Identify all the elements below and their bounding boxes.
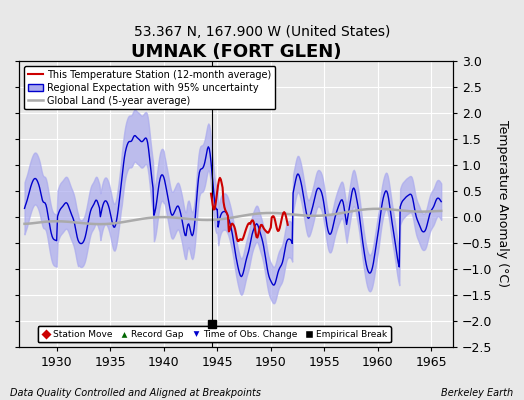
Title: UMNAK (FORT GLEN): UMNAK (FORT GLEN)	[130, 43, 341, 61]
Text: 53.367 N, 167.900 W (United States): 53.367 N, 167.900 W (United States)	[134, 25, 390, 39]
Legend: Station Move, Record Gap, Time of Obs. Change, Empirical Break: Station Move, Record Gap, Time of Obs. C…	[38, 326, 391, 342]
Text: Berkeley Earth: Berkeley Earth	[441, 388, 514, 398]
Y-axis label: Temperature Anomaly (°C): Temperature Anomaly (°C)	[496, 120, 509, 288]
Text: Data Quality Controlled and Aligned at Breakpoints: Data Quality Controlled and Aligned at B…	[10, 388, 261, 398]
